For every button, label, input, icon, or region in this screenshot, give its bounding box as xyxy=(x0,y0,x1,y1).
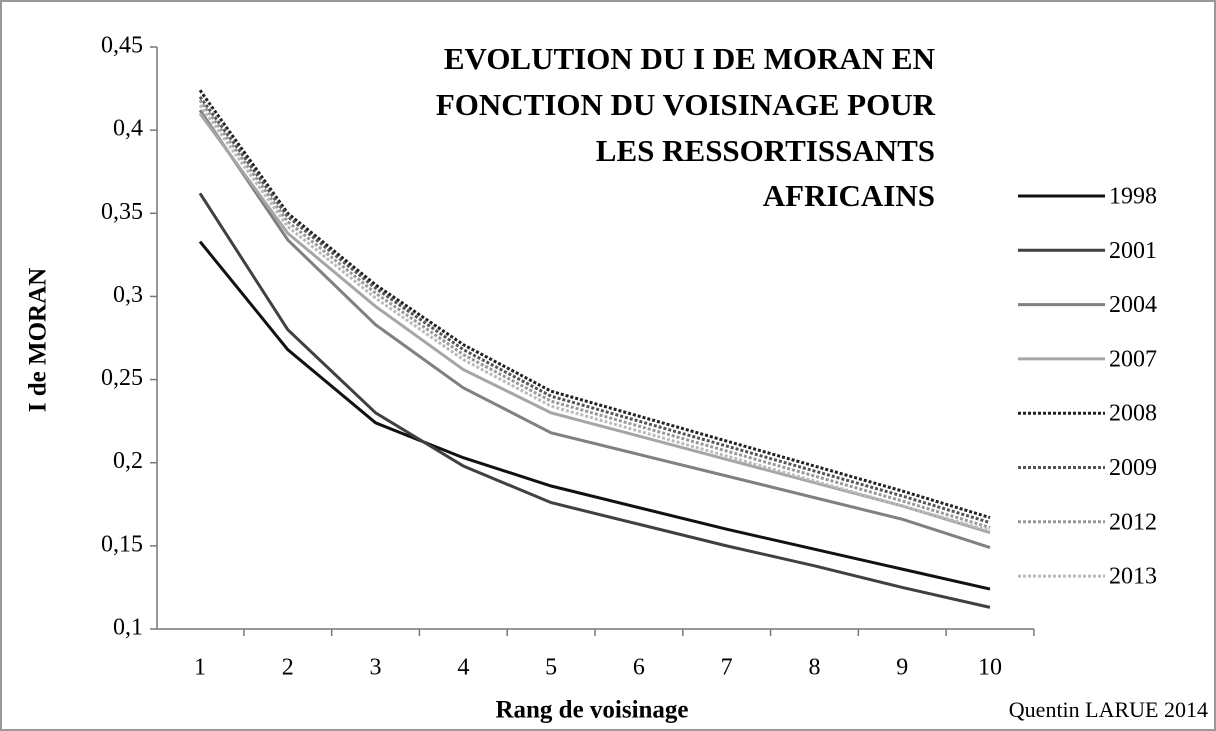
legend-label: 2009 xyxy=(1109,455,1157,481)
x-tick-label: 10 xyxy=(978,655,1002,681)
y-tick-label: 0,4 xyxy=(113,116,143,142)
x-tick-label: 9 xyxy=(896,655,908,681)
y-tick-label: 0,3 xyxy=(113,282,143,308)
legend-label: 2001 xyxy=(1109,238,1157,264)
chart-title: EVOLUTION DU I DE MORAN EN xyxy=(444,41,935,76)
y-tick-label: 0,2 xyxy=(113,448,143,474)
y-tick-label: 0,25 xyxy=(101,365,143,391)
series-line xyxy=(198,99,991,530)
legend-label: 2013 xyxy=(1109,564,1157,590)
series-line xyxy=(198,89,991,520)
y-tick-label: 0,45 xyxy=(101,33,143,59)
x-tick-label: 2 xyxy=(282,655,294,681)
y-tick-label: 0,1 xyxy=(113,615,143,641)
x-tick-label: 4 xyxy=(457,655,469,681)
x-tick-label: 6 xyxy=(633,655,645,681)
series-line xyxy=(198,109,991,549)
x-tick-label: 5 xyxy=(545,655,557,681)
series-line xyxy=(198,104,991,533)
legend-label: 2008 xyxy=(1109,401,1157,427)
series-line xyxy=(198,192,991,609)
x-tick-label: 1 xyxy=(194,655,206,681)
chart-title: FONCTION DU VOISINAGE POUR xyxy=(436,87,936,122)
series-line xyxy=(198,112,991,534)
legend-label: 2004 xyxy=(1109,292,1157,318)
x-tick-label: 7 xyxy=(721,655,733,681)
y-tick-label: 0,15 xyxy=(101,531,143,557)
y-axis-label: I de MORAN xyxy=(25,268,52,412)
legend-label: 1998 xyxy=(1109,184,1157,210)
x-axis-label: Rang de voisinage xyxy=(495,697,688,724)
series-line xyxy=(198,240,991,591)
legend-label: 2007 xyxy=(1109,346,1157,372)
chart-title: LES RESSORTISSANTS xyxy=(596,133,935,168)
x-tick-label: 3 xyxy=(370,655,382,681)
y-tick-label: 0,35 xyxy=(101,199,143,225)
series-line xyxy=(198,95,991,525)
chart-title: AFRICAINS xyxy=(763,178,935,213)
legend-label: 2012 xyxy=(1109,509,1157,535)
x-tick-label: 8 xyxy=(808,655,820,681)
credit: Quentin LARUE 2014 xyxy=(1009,697,1208,722)
